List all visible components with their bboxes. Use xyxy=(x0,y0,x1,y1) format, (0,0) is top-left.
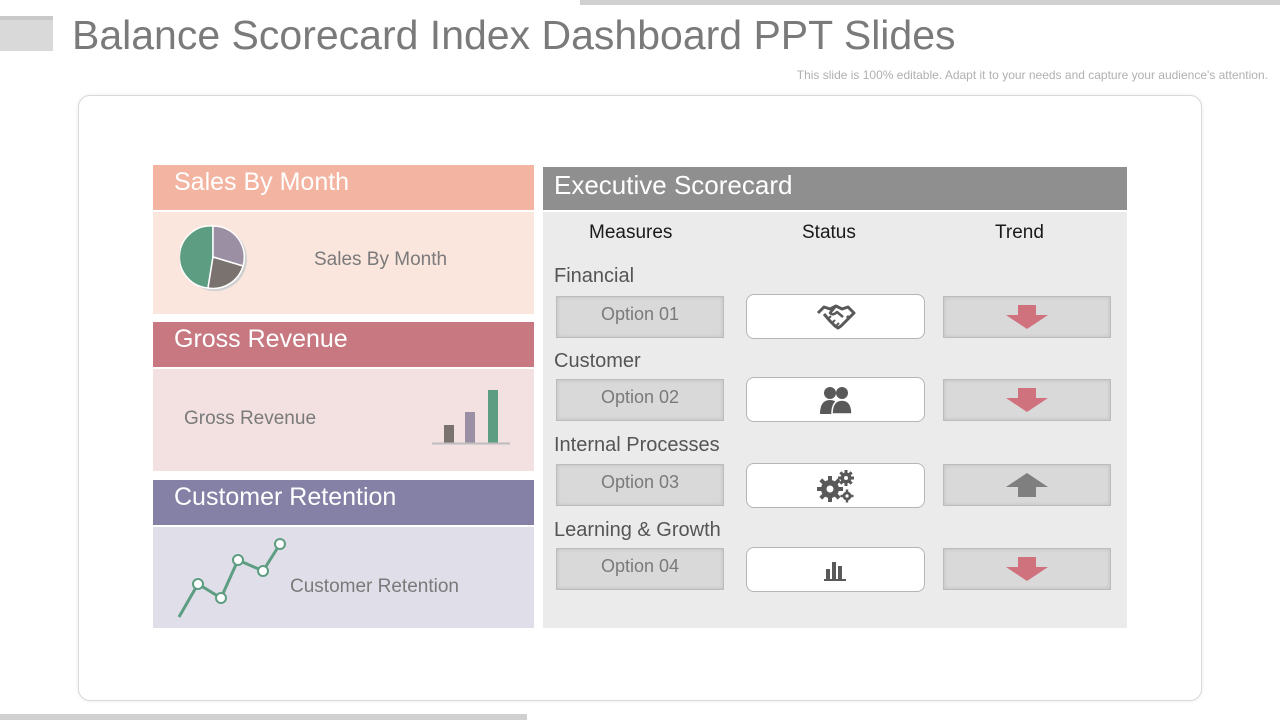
revenue-card-header: Gross Revenue xyxy=(153,322,534,367)
column-header-measures: Measures xyxy=(589,222,673,243)
arrow-down-icon xyxy=(1006,557,1048,581)
section-label-internal-processes: Internal Processes xyxy=(554,434,720,456)
bottom-decoration-bar xyxy=(0,714,527,720)
section-label-financial: Financial xyxy=(554,265,635,287)
users-icon xyxy=(819,386,853,415)
sales-card-label: Sales By Month xyxy=(314,249,448,270)
retention-card-body: Customer Retention xyxy=(153,527,534,628)
top-decoration-bar xyxy=(580,0,1280,5)
status-cell-learning-growth xyxy=(746,547,925,592)
bar-chart-icon xyxy=(823,561,846,581)
corner-decoration xyxy=(0,16,53,51)
gears-icon xyxy=(816,469,854,502)
retention-card-header: Customer Retention xyxy=(153,480,534,525)
column-header-trend: Trend xyxy=(995,222,1044,243)
measure-option-04: Option 04 xyxy=(556,548,724,590)
measure-option-03: Option 03 xyxy=(556,464,724,506)
line-chart-icon xyxy=(177,538,286,618)
retention-card-label: Customer Retention xyxy=(290,576,459,597)
section-label-customer: Customer xyxy=(554,350,641,372)
measure-option-01: Option 01 xyxy=(556,296,724,338)
status-cell-financial xyxy=(746,294,925,339)
status-cell-customer xyxy=(746,377,925,422)
revenue-card-label: Gross Revenue xyxy=(184,408,317,429)
arrow-down-icon xyxy=(1006,305,1048,329)
bar-chart-icon xyxy=(432,390,510,445)
arrow-down-icon xyxy=(1006,388,1048,412)
trend-cell-financial xyxy=(943,296,1111,338)
trend-cell-learning-growth xyxy=(943,548,1111,590)
sales-card-header: Sales By Month xyxy=(153,165,534,210)
sales-card-body: Sales By Month xyxy=(153,212,534,314)
trend-cell-internal-processes xyxy=(943,464,1111,506)
measure-option-02: Option 02 xyxy=(556,379,724,421)
slide-subtitle: This slide is 100% editable. Adapt it to… xyxy=(796,68,1268,82)
revenue-card-body: Gross Revenue xyxy=(153,369,534,471)
executive-scorecard-header: Executive Scorecard xyxy=(543,167,1127,212)
status-cell-internal-processes xyxy=(746,463,925,508)
column-header-status: Status xyxy=(802,222,856,243)
handshake-icon xyxy=(816,304,855,329)
slide-title: Balance Scorecard Index Dashboard PPT Sl… xyxy=(72,12,956,58)
corner-decoration-line xyxy=(0,16,53,20)
trend-cell-customer xyxy=(943,379,1111,421)
arrow-up-icon xyxy=(1006,473,1048,497)
pie-chart-icon xyxy=(180,225,247,291)
section-label-learning-growth: Learning & Growth xyxy=(554,519,721,541)
